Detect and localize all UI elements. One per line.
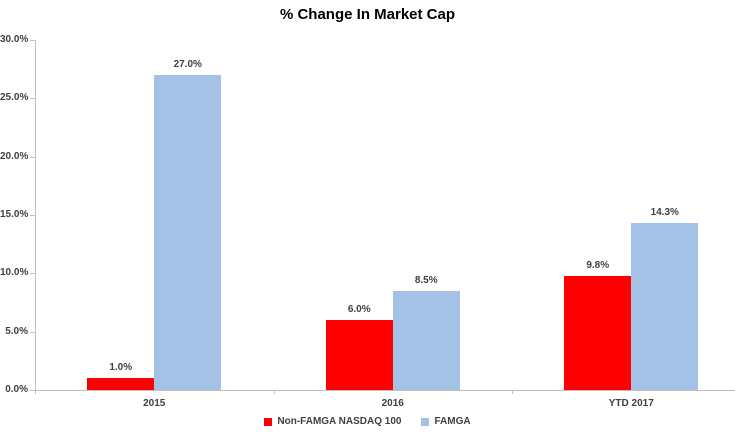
bar-famga-ytd-2017	[631, 223, 699, 390]
legend-series-label: Non-FAMGA NASDAQ 100	[277, 416, 402, 427]
chart-title: % Change In Market Cap	[279, 6, 456, 23]
bar-value-label: 1.0%	[109, 362, 133, 374]
bar-value-label: 9.8%	[586, 259, 610, 271]
x-axis-category-label: 2016	[381, 398, 404, 409]
x-axis-tick	[512, 390, 513, 394]
legend-item: FAMGA	[421, 416, 471, 427]
y-axis-tick-label: 10.0%	[0, 267, 29, 279]
y-axis-tick	[30, 156, 35, 158]
y-axis-tick-label: 25.0%	[0, 92, 29, 104]
legend-swatch-icon	[421, 418, 430, 426]
y-axis-tick	[30, 215, 35, 216]
y-axis-tick-label: 30.0%	[0, 34, 29, 45]
bar-non-famga-ytd-2017	[564, 275, 632, 390]
bar-value-label: 27.0%	[173, 59, 202, 70]
y-axis-tick	[30, 273, 35, 275]
y-axis-tick-label: 5.0%	[5, 325, 28, 337]
x-axis-category-label: YTD 2017	[608, 398, 654, 409]
x-axis-tick	[273, 390, 275, 394]
y-axis-tick	[30, 98, 35, 100]
y-axis-tick-label: 0.0%	[5, 384, 28, 395]
legend-item: Non-FAMGA NASDAQ 100	[264, 417, 401, 427]
y-axis-tick	[30, 331, 35, 333]
bar-non-famga-2016	[325, 320, 393, 390]
y-axis-tick-label: 20.0%	[0, 150, 29, 162]
y-axis-tick-label: 15.0%	[0, 209, 29, 220]
x-axis-line	[35, 390, 735, 391]
legend-series-label: FAMGA	[434, 416, 471, 427]
bar-value-label: 6.0%	[347, 304, 371, 315]
y-axis-tick	[30, 390, 35, 391]
y-axis-line	[35, 40, 36, 394]
y-axis-tick	[30, 40, 35, 41]
chart-legend: Non-FAMGA NASDAQ 100 FAMGA	[0, 417, 735, 427]
bar-famga-2015	[154, 75, 222, 390]
bar-non-famga-2015	[87, 378, 155, 390]
x-axis-category-label: 2015	[143, 398, 166, 409]
bar-famga-2016	[392, 290, 460, 390]
bar-value-label: 8.5%	[414, 274, 438, 286]
legend-swatch-icon	[264, 418, 273, 426]
bar-value-label: 14.3%	[650, 207, 679, 219]
